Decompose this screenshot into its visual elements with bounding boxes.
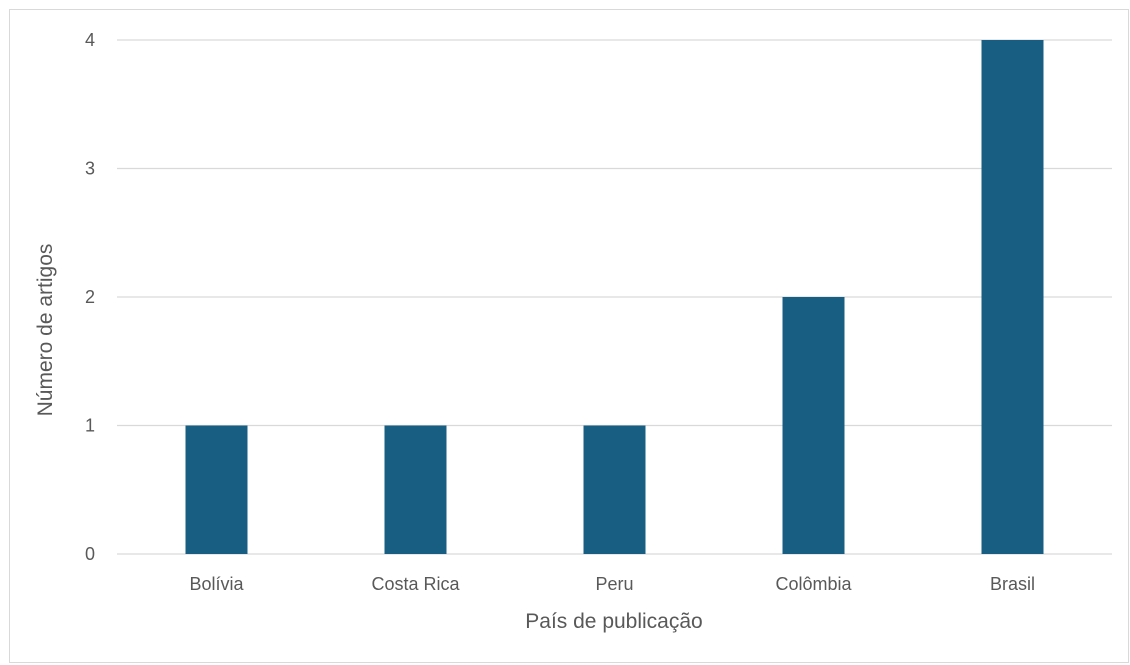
y-tick-labels: 0 1 2 3 4 [85, 30, 95, 564]
bars [185, 40, 1044, 554]
y-axis-title: Número de artigos [34, 244, 57, 417]
bar [185, 425, 248, 554]
bar [384, 425, 447, 554]
bar [981, 40, 1044, 554]
y-tick-label: 0 [85, 544, 95, 564]
x-tick-label: Colômbia [775, 574, 852, 594]
y-tick-label: 3 [85, 159, 95, 179]
x-axis-title: País de publicação [525, 610, 702, 633]
y-tick-label: 4 [85, 30, 95, 50]
x-tick-labels: Bolívia Costa Rica Peru Colômbia Brasil [189, 574, 1035, 594]
x-tick-label: Peru [595, 574, 633, 594]
y-tick-label: 2 [85, 287, 95, 307]
bar [583, 425, 646, 554]
x-tick-label: Bolívia [189, 574, 244, 594]
x-tick-label: Brasil [990, 574, 1035, 594]
bar [782, 297, 845, 554]
y-tick-label: 1 [85, 416, 95, 436]
x-tick-label: Costa Rica [371, 574, 460, 594]
